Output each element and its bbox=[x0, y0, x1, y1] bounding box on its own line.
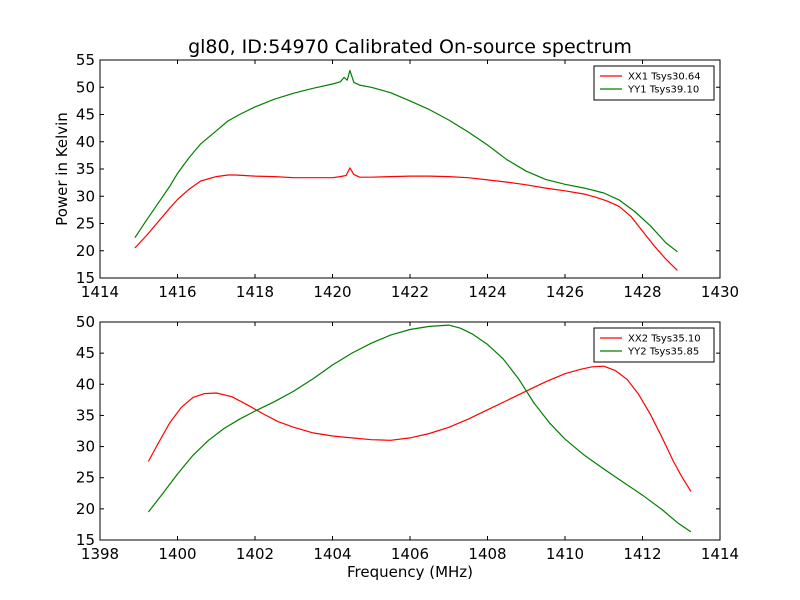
x-tick-label: 1412 bbox=[623, 545, 661, 563]
y-tick-label: 50 bbox=[76, 78, 95, 96]
y-tick-label: 30 bbox=[76, 187, 95, 205]
x-tick-label: 1424 bbox=[468, 283, 506, 301]
y-tick-label: 20 bbox=[76, 242, 95, 260]
legend-box bbox=[593, 327, 715, 363]
y-tick-label: 15 bbox=[76, 531, 95, 549]
x-tick-label: 1414 bbox=[81, 283, 119, 301]
series-line-yy bbox=[134, 69, 678, 253]
y-tick-label: 40 bbox=[76, 133, 95, 151]
x-tick-label: 1408 bbox=[468, 545, 506, 563]
y-tick-label: 35 bbox=[76, 406, 95, 424]
x-tick-label: 1400 bbox=[158, 545, 196, 563]
x-tick-label: 1406 bbox=[391, 545, 429, 563]
bottom-plot: 1398 1400 1402 1404 1406 1408 1410 1412 1414 15 20… bbox=[76, 313, 739, 581]
x-tick-label: 1426 bbox=[546, 283, 584, 301]
y-tick-label: 25 bbox=[76, 215, 95, 233]
legend-entry-label: XX1 Tsys30.64 bbox=[628, 72, 701, 83]
x-tick-label: 1420 bbox=[313, 283, 351, 301]
x-tick-label: 1404 bbox=[313, 545, 351, 563]
x-tick-label: 1430 bbox=[701, 283, 739, 301]
legend-entry-label: YY2 Tsys35.85 bbox=[627, 347, 699, 358]
x-tick-label: 1428 bbox=[623, 283, 661, 301]
series-line-xx bbox=[147, 365, 692, 492]
x-tick-label: 1422 bbox=[391, 283, 429, 301]
legend-entry-label: XX2 Tsys35.10 bbox=[628, 334, 701, 345]
y-tick-label: 25 bbox=[76, 469, 95, 487]
y-tick-label: 35 bbox=[76, 160, 95, 178]
y-axis-label: Power in Kelvin bbox=[53, 112, 71, 226]
y-tick-label: 20 bbox=[76, 500, 95, 518]
y-tick-label: 50 bbox=[76, 313, 95, 331]
x-tick-label: 1398 bbox=[81, 545, 119, 563]
x-tick-label: 1418 bbox=[236, 283, 274, 301]
legend-entry-label: YY1 Tsys39.10 bbox=[627, 85, 699, 96]
x-tick-label: 1414 bbox=[701, 545, 739, 563]
figure-title: gl80, ID:54970 Calibrated On-source spec… bbox=[188, 36, 632, 58]
x-axis-label: Frequency (MHz) bbox=[347, 563, 473, 581]
y-tick-label: 15 bbox=[76, 269, 95, 287]
y-tick-label: 45 bbox=[76, 106, 95, 124]
series-line-xx bbox=[134, 167, 678, 271]
y-tick-label: 55 bbox=[76, 51, 95, 69]
y-tick-label: 30 bbox=[76, 438, 95, 456]
legend-box bbox=[593, 65, 715, 101]
x-tick-label: 1416 bbox=[158, 283, 196, 301]
x-tick-label: 1402 bbox=[236, 545, 274, 563]
y-tick-label: 40 bbox=[76, 375, 95, 393]
top-plot: 1414 1416 1418 1420 1422 1424 1426 1428 1430 15 20… bbox=[53, 51, 739, 301]
y-tick-label: 45 bbox=[76, 344, 95, 362]
series-line-yy bbox=[147, 324, 692, 533]
x-tick-label: 1410 bbox=[546, 545, 584, 563]
